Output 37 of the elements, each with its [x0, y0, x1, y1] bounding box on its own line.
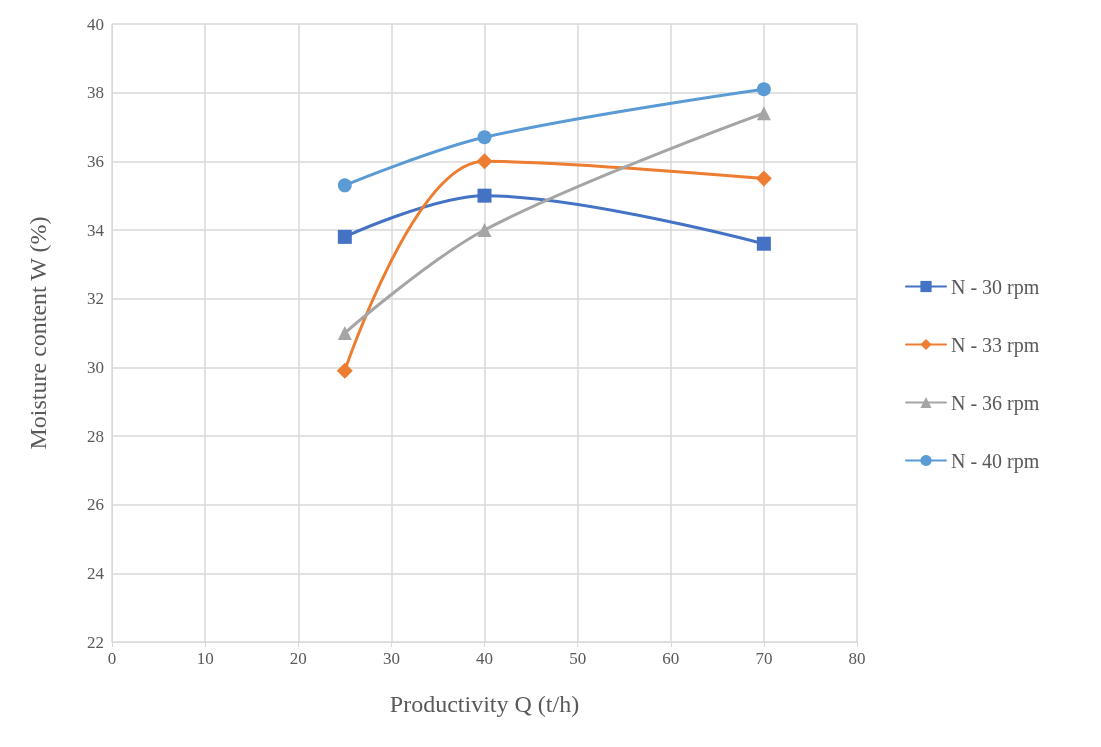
point	[756, 236, 771, 251]
y-tick-label: 26	[87, 495, 104, 515]
point	[337, 178, 352, 193]
x-tick-label: 60	[662, 649, 680, 668]
x-tick-label: 10	[196, 649, 214, 668]
point	[477, 130, 492, 145]
y-tick-label: 28	[87, 426, 104, 446]
x-tick-label: 50	[569, 649, 587, 668]
x-tick-label: 70	[755, 649, 773, 668]
x-tick-label: 30	[382, 649, 400, 668]
point	[755, 170, 772, 187]
point	[337, 326, 352, 340]
legend-label: N - 36 rpm	[951, 391, 1040, 415]
x-tick-label: 0	[107, 649, 117, 668]
point	[337, 229, 352, 244]
y-tick-label: 38	[87, 83, 104, 103]
y-tick-label: 36	[87, 151, 104, 171]
y-tick-label: 40	[87, 14, 104, 34]
y-tick-label: 30	[87, 357, 104, 377]
y-tick-label: 22	[87, 632, 104, 652]
y-tick-label: 24	[87, 563, 105, 583]
x-tick-label: 20	[289, 649, 307, 668]
legend-label: N - 40 rpm	[951, 449, 1040, 473]
point	[336, 362, 353, 379]
point	[477, 188, 492, 203]
point	[756, 82, 771, 97]
x-tick-label: 80	[848, 649, 866, 668]
legend-label: N - 33 rpm	[951, 333, 1040, 357]
y-tick-label: 34	[87, 220, 105, 240]
x-axis-title: Productivity Q (t/h)	[389, 691, 580, 717]
point	[477, 223, 492, 237]
x-tick-label: 40	[476, 649, 493, 668]
y-axis-title: Moisture content W (%)	[25, 216, 51, 450]
point	[756, 106, 771, 121]
legend-label: N - 30 rpm	[951, 275, 1040, 299]
point	[476, 153, 493, 170]
y-tick-label: 32	[87, 289, 104, 309]
